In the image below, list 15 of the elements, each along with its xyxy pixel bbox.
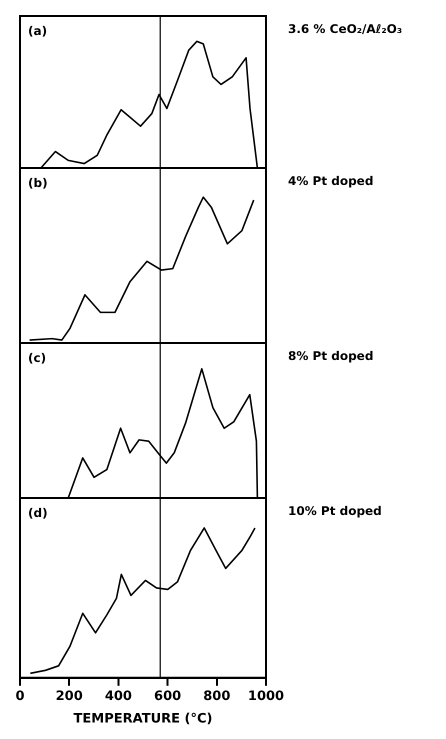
text: (d) (28, 506, 48, 520)
text: (a) (28, 24, 48, 38)
text: 3.6 % CeO₂/Aℓ₂O₃ (288, 22, 402, 36)
x-tick-label: 400 (104, 688, 132, 704)
x-tick-label: 0 (15, 688, 25, 704)
x-tick-label: 1000 (248, 688, 284, 704)
x-tick-label: 600 (154, 688, 182, 704)
text: (c) (28, 351, 46, 366)
text: (b) (28, 176, 48, 190)
x-tick-label: 800 (203, 688, 230, 704)
text: 8% Pt doped (288, 349, 374, 364)
x-tick-label: 200 (56, 688, 83, 704)
x-axis-title: TEMPERATURE (°C) (74, 712, 212, 727)
text: 10% Pt doped (288, 504, 382, 518)
text: 4% Pt doped (288, 174, 374, 188)
